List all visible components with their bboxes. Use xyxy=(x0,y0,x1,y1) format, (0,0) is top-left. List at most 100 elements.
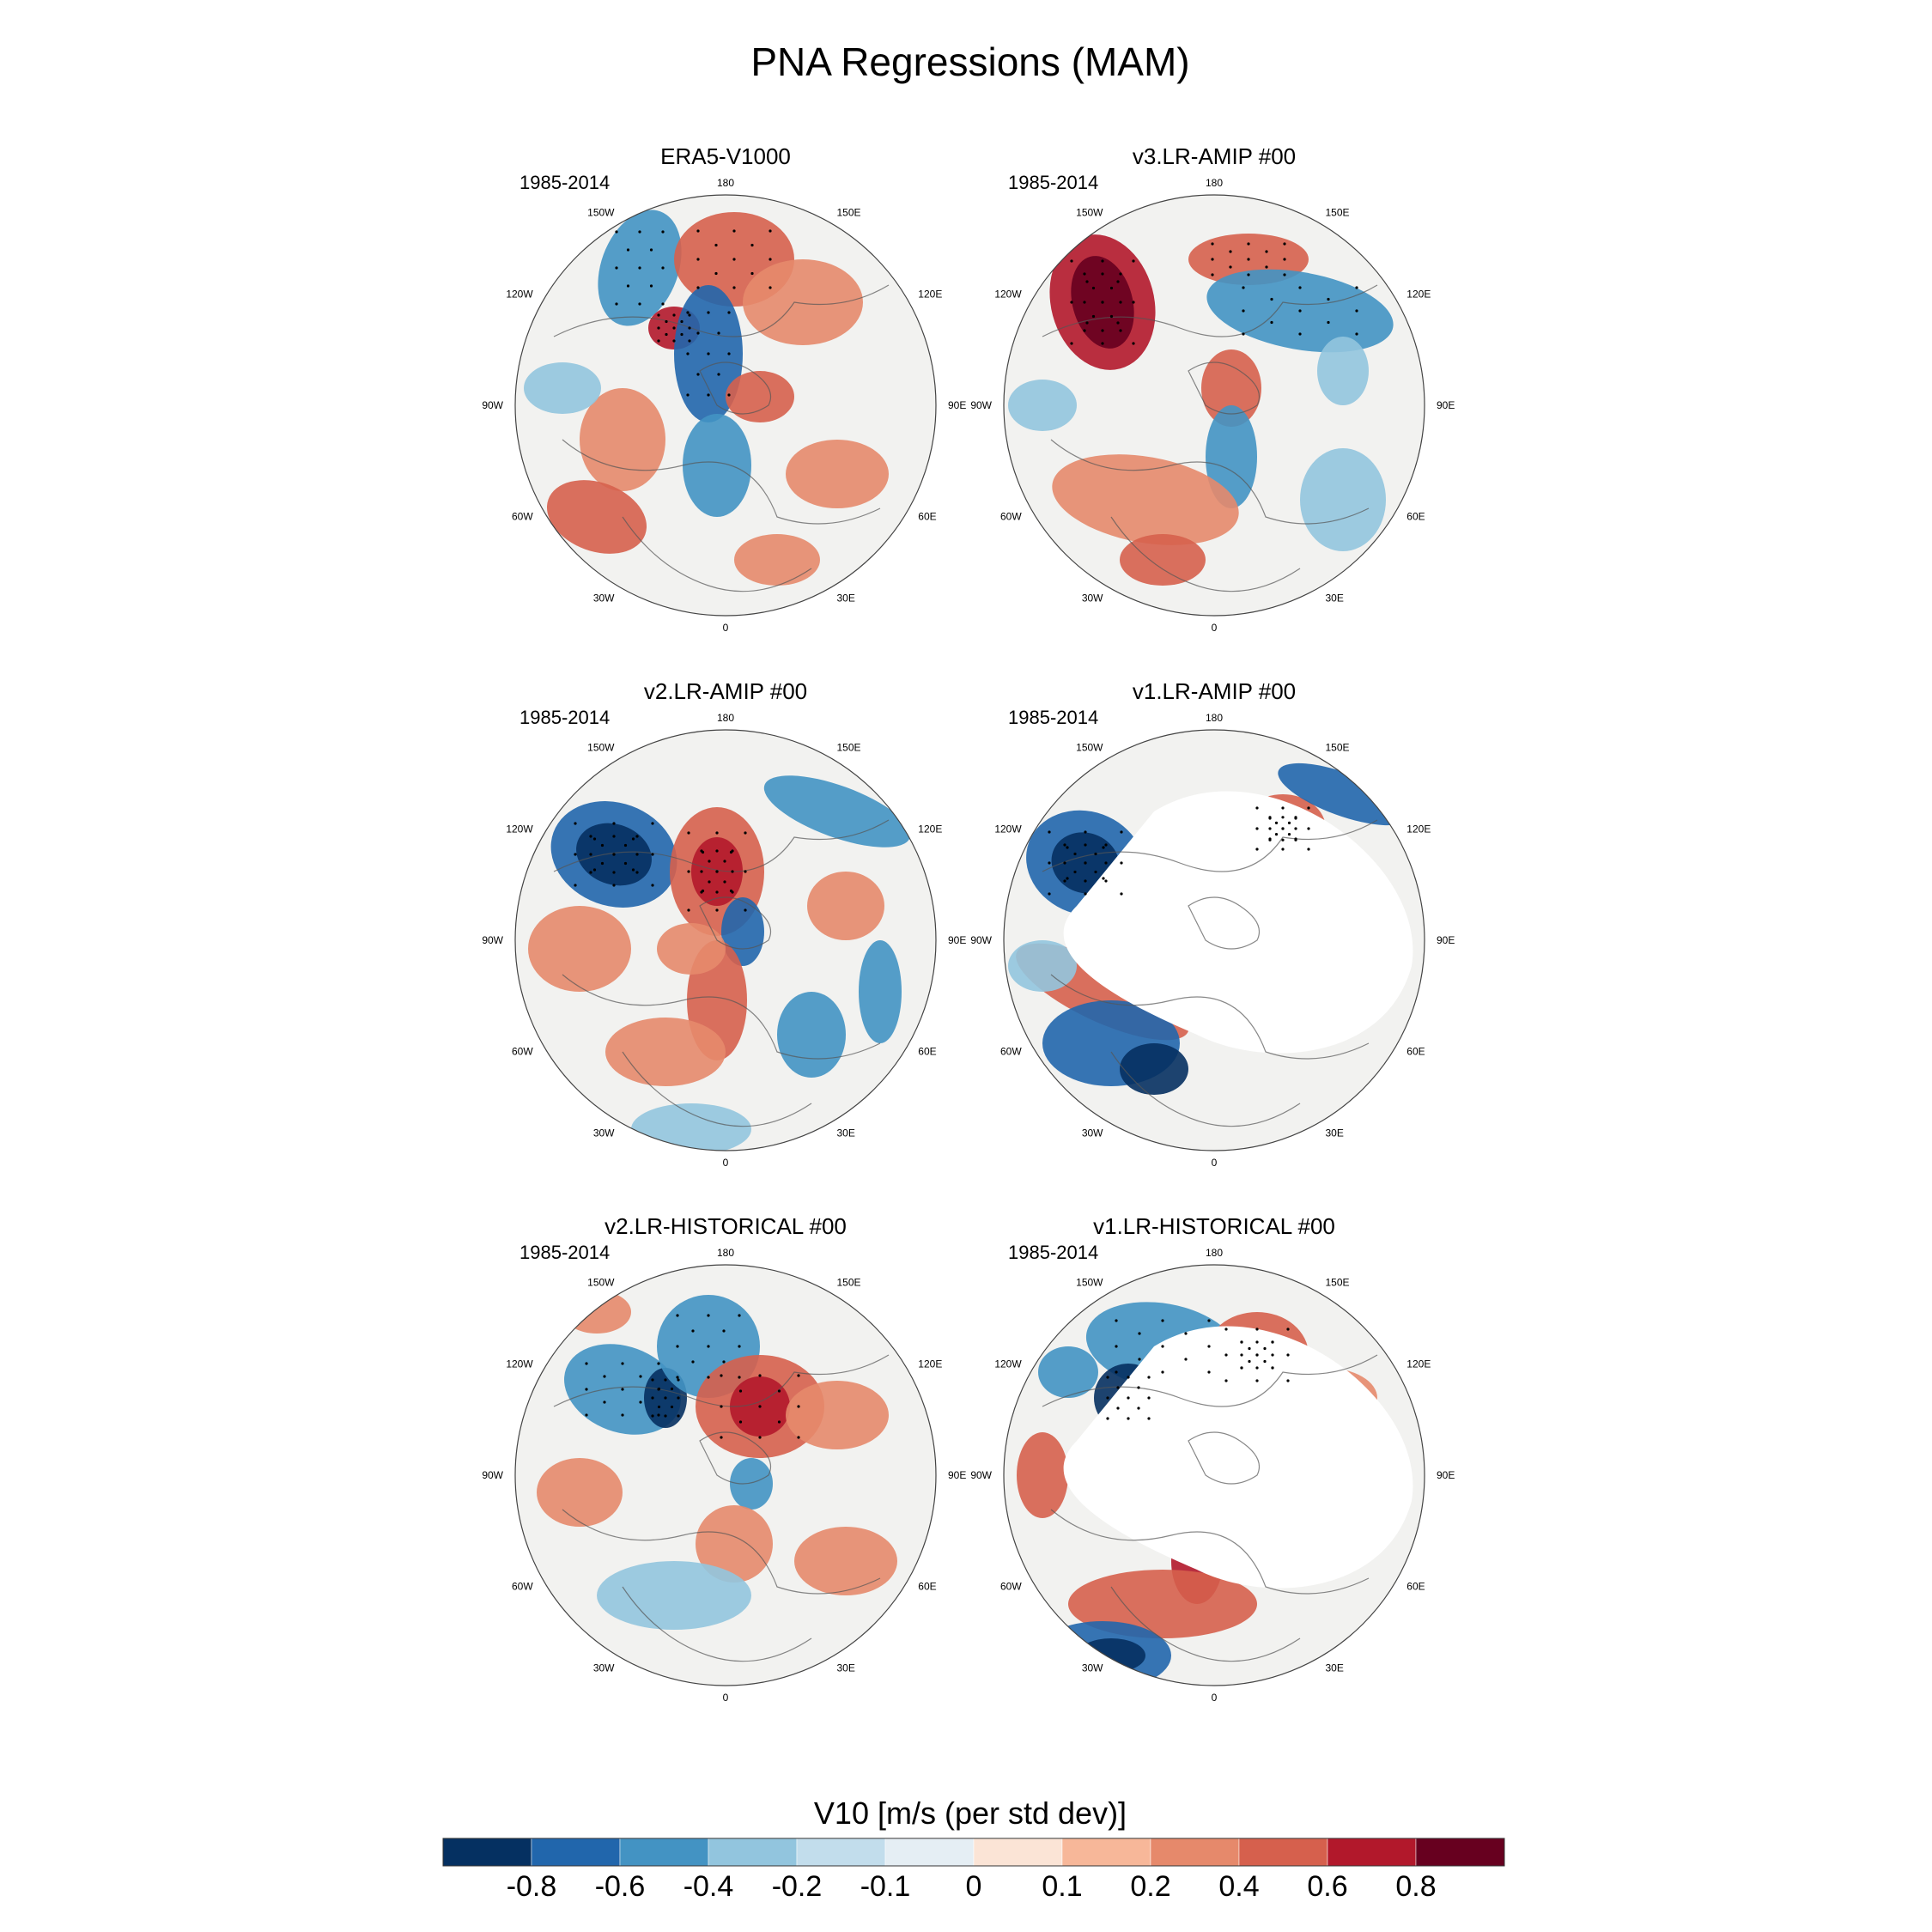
longitude-label: 30E xyxy=(1326,1127,1344,1139)
longitude-label: 60W xyxy=(1000,1046,1022,1058)
colorbar-swatch xyxy=(1150,1838,1240,1867)
missing-data-region xyxy=(1063,1326,1413,1589)
longitude-label: 60W xyxy=(1000,511,1022,523)
longitude-label: 90W xyxy=(482,934,503,946)
coastline xyxy=(699,361,772,415)
anomaly-region xyxy=(683,414,751,517)
longitude-label: 150E xyxy=(1326,742,1350,754)
colorbar-tick-label: 0.1 xyxy=(1042,1870,1082,1903)
colorbar-swatch xyxy=(884,1838,975,1867)
significance-stippling xyxy=(574,822,747,912)
panel-title: v2.LR-HISTORICAL #00 xyxy=(605,1213,847,1239)
significance-stippling xyxy=(1048,806,1310,896)
period-label: 1985-2014 xyxy=(519,1242,610,1263)
anomaly-region xyxy=(1120,534,1206,586)
coastline xyxy=(622,1051,812,1127)
longitude-label: 0 xyxy=(1212,622,1218,634)
longitude-label: 30W xyxy=(593,592,615,604)
anomaly-region xyxy=(794,1527,897,1595)
anomaly-region xyxy=(580,388,665,491)
longitude-label: 0 xyxy=(1212,1157,1218,1169)
colorbar-tick-labels: -0.8 -0.6 -0.4 -0.2 -0.1 0 0.1 0.2 0.4 0.6 0.8 xyxy=(507,1870,1437,1903)
panels: 180 150E 120E 90E 60E 30E 0 30W 60W 90W 120W 150W ER… xyxy=(482,143,1455,1704)
map-boundary xyxy=(1003,729,1425,1151)
longitude-label: 90W xyxy=(482,399,503,411)
longitude-label: 60E xyxy=(1406,1581,1425,1593)
coastline xyxy=(699,1431,772,1485)
significance-stippling xyxy=(615,229,772,397)
longitude-label: 90E xyxy=(1437,1469,1455,1481)
longitude-label: 180 xyxy=(1206,177,1223,189)
coastline xyxy=(553,1354,890,1407)
map-boundary xyxy=(514,194,937,617)
coastline xyxy=(1110,1586,1301,1662)
coastline xyxy=(1188,1431,1261,1485)
coastline xyxy=(1042,819,1378,872)
anomaly-region xyxy=(1317,337,1369,405)
colorbar-tick-label: 0.4 xyxy=(1218,1870,1259,1903)
longitude-label: 60E xyxy=(918,1046,936,1058)
colorbar-swatch xyxy=(531,1838,621,1867)
colorbar-title: V10 [m/s (per std dev)] xyxy=(814,1795,1127,1831)
colorbar-tick-label: -0.1 xyxy=(860,1870,911,1903)
longitude-label: 120W xyxy=(994,1358,1022,1370)
period-label: 1985-2014 xyxy=(1008,172,1098,193)
panel-title: v1.LR-HISTORICAL #00 xyxy=(1093,1213,1335,1239)
anomaly-region xyxy=(1008,940,1077,992)
field-shading xyxy=(1004,1265,1425,1686)
anomaly-region xyxy=(730,1458,773,1510)
field-shading xyxy=(515,730,936,1151)
longitude-label: 150W xyxy=(587,1277,615,1289)
longitude-label: 90E xyxy=(1437,934,1455,946)
colorbar-swatch xyxy=(1327,1838,1417,1867)
anomaly-region xyxy=(786,440,889,508)
colorbar-swatch xyxy=(1238,1838,1328,1867)
anomaly-region xyxy=(537,1458,623,1527)
colorbar-swatch xyxy=(1061,1838,1151,1867)
longitude-label: 60E xyxy=(918,1581,936,1593)
longitude-label: 60E xyxy=(1406,511,1425,523)
longitude-label: 150W xyxy=(1076,1277,1103,1289)
anomaly-region xyxy=(1008,380,1077,431)
longitude-label: 30E xyxy=(837,1662,855,1674)
longitude-label: 30W xyxy=(1082,1127,1103,1139)
longitude-label: 150E xyxy=(837,1277,861,1289)
period-label: 1985-2014 xyxy=(519,172,610,193)
longitude-label: 120E xyxy=(918,289,942,301)
colorbar-tick-label: 0.8 xyxy=(1395,1870,1436,1903)
longitude-label: 30E xyxy=(837,592,855,604)
coastline xyxy=(1050,974,1370,1060)
anomaly-region xyxy=(605,1018,726,1086)
map-panel: 180 150E 120E 90E 60E 30E 0 30W 60W 90W 120W 150W v2… xyxy=(482,1213,966,1704)
longitude-label: 30W xyxy=(1082,592,1103,604)
missing-data-region xyxy=(1063,791,1413,1054)
anomaly-region xyxy=(726,371,794,422)
longitude-label: 120W xyxy=(506,1358,533,1370)
colorbar: V10 [m/s (per std dev)] -0.8 -0.6 -0.4 -0.2… xyxy=(442,1795,1505,1903)
longitude-label: 90E xyxy=(948,1469,966,1481)
longitude-label: 30W xyxy=(593,1127,615,1139)
longitude-label: 30E xyxy=(1326,592,1344,604)
anomaly-region xyxy=(1120,1043,1188,1095)
colorbar-swatch xyxy=(442,1838,532,1867)
longitude-label: 60E xyxy=(918,511,936,523)
longitude-label: 0 xyxy=(723,1692,729,1704)
anomaly-region xyxy=(777,992,846,1078)
anomaly-region xyxy=(524,362,601,414)
panel-title: v2.LR-AMIP #00 xyxy=(644,678,807,704)
anomaly-region xyxy=(1206,405,1257,508)
anomaly-region xyxy=(1068,1570,1257,1638)
longitude-label: 120W xyxy=(994,823,1022,835)
longitude-label: 120E xyxy=(918,823,942,835)
longitude-label: 90E xyxy=(948,934,966,946)
coastline xyxy=(1042,284,1378,337)
coastline xyxy=(562,974,881,1060)
significance-stippling xyxy=(585,1314,800,1439)
anomaly-region xyxy=(1052,454,1239,545)
longitude-label: 0 xyxy=(1212,1692,1218,1704)
longitude-label: 120W xyxy=(994,289,1022,301)
coastline xyxy=(562,439,881,525)
anomaly-region xyxy=(743,259,863,345)
anomaly-region xyxy=(786,1381,889,1449)
